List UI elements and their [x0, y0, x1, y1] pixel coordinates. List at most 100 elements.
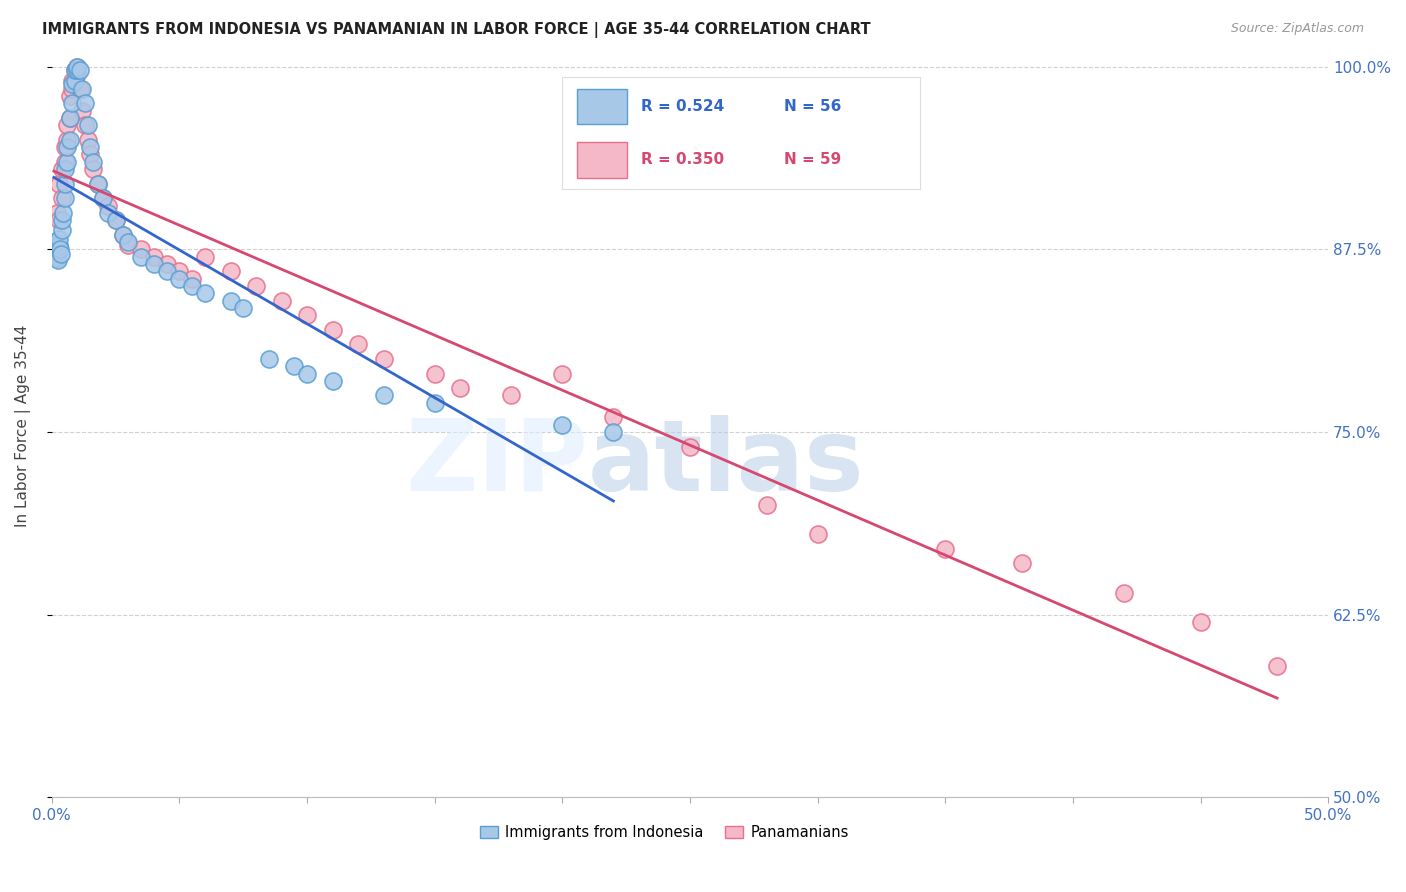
- Point: [181, 271, 204, 285]
- Point: [347, 337, 370, 351]
- Point: [53, 140, 76, 154]
- Point: [82, 162, 104, 177]
- Text: IMMIGRANTS FROM INDONESIA VS PANAMANIAN IN LABOR FORCE | AGE 35-44 CORRELATION C: IMMIGRANTS FROM INDONESIA VS PANAMANIAN …: [42, 22, 870, 38]
- Point: [232, 301, 254, 315]
- Point: [60, 74, 83, 88]
- Point: [97, 198, 120, 212]
- Point: [45, 250, 67, 264]
- Point: [56, 154, 79, 169]
- Y-axis label: In Labor Force | Age 35-44: In Labor Force | Age 35-44: [15, 325, 31, 527]
- Point: [373, 351, 395, 366]
- Point: [1265, 658, 1288, 673]
- Point: [53, 191, 76, 205]
- Point: [87, 177, 110, 191]
- Point: [117, 238, 139, 252]
- Point: [45, 206, 67, 220]
- Point: [934, 541, 956, 556]
- Point: [52, 206, 75, 220]
- Point: [45, 244, 67, 258]
- Point: [46, 251, 69, 265]
- Point: [551, 417, 574, 432]
- Point: [44, 241, 66, 255]
- Point: [69, 62, 91, 77]
- Text: ZIP: ZIP: [405, 415, 588, 512]
- Point: [48, 238, 70, 252]
- Point: [56, 133, 79, 147]
- Point: [63, 62, 86, 77]
- Point: [97, 206, 120, 220]
- Point: [59, 111, 82, 125]
- Point: [142, 257, 165, 271]
- Point: [44, 243, 66, 257]
- Point: [602, 410, 624, 425]
- Point: [59, 111, 82, 125]
- Point: [76, 118, 98, 132]
- Point: [45, 250, 67, 264]
- Text: Source: ZipAtlas.com: Source: ZipAtlas.com: [1230, 22, 1364, 36]
- Point: [63, 74, 86, 88]
- Point: [112, 227, 135, 242]
- Point: [295, 367, 318, 381]
- Point: [45, 247, 67, 261]
- Point: [91, 191, 114, 205]
- Point: [53, 162, 76, 177]
- Point: [72, 81, 94, 95]
- Point: [66, 67, 89, 81]
- Point: [49, 247, 72, 261]
- Point: [51, 191, 73, 205]
- Point: [322, 374, 344, 388]
- Point: [48, 213, 70, 227]
- Point: [59, 89, 82, 103]
- Point: [257, 351, 280, 366]
- Point: [73, 96, 96, 111]
- Point: [423, 367, 446, 381]
- Point: [104, 213, 127, 227]
- Point: [51, 213, 73, 227]
- Point: [42, 238, 65, 252]
- Point: [44, 238, 66, 252]
- Point: [60, 96, 83, 111]
- Point: [129, 250, 152, 264]
- Point: [73, 118, 96, 132]
- Point: [45, 247, 67, 261]
- Point: [501, 388, 523, 402]
- Point: [551, 367, 574, 381]
- Point: [156, 257, 179, 271]
- Point: [602, 425, 624, 439]
- Point: [181, 279, 204, 293]
- Point: [51, 223, 73, 237]
- Point: [245, 279, 267, 293]
- Point: [295, 308, 318, 322]
- Point: [283, 359, 305, 374]
- Point: [169, 264, 191, 278]
- Point: [156, 264, 179, 278]
- Point: [87, 177, 110, 191]
- Point: [219, 264, 242, 278]
- Point: [79, 140, 101, 154]
- Point: [755, 498, 778, 512]
- Point: [69, 81, 91, 95]
- Point: [1011, 557, 1033, 571]
- Point: [46, 252, 69, 267]
- Point: [66, 60, 89, 74]
- Point: [117, 235, 139, 249]
- Point: [142, 250, 165, 264]
- Point: [72, 103, 94, 118]
- Point: [53, 154, 76, 169]
- Point: [63, 62, 86, 77]
- Point: [194, 250, 217, 264]
- Point: [82, 154, 104, 169]
- Point: [423, 396, 446, 410]
- Point: [807, 527, 830, 541]
- Point: [66, 62, 89, 77]
- Point: [1112, 585, 1135, 599]
- Point: [1189, 615, 1212, 629]
- Point: [169, 271, 191, 285]
- Point: [76, 133, 98, 147]
- Point: [91, 191, 114, 205]
- Legend: Immigrants from Indonesia, Panamanians: Immigrants from Indonesia, Panamanians: [474, 819, 855, 846]
- Point: [59, 133, 82, 147]
- Point: [219, 293, 242, 308]
- Point: [56, 140, 79, 154]
- Point: [129, 243, 152, 257]
